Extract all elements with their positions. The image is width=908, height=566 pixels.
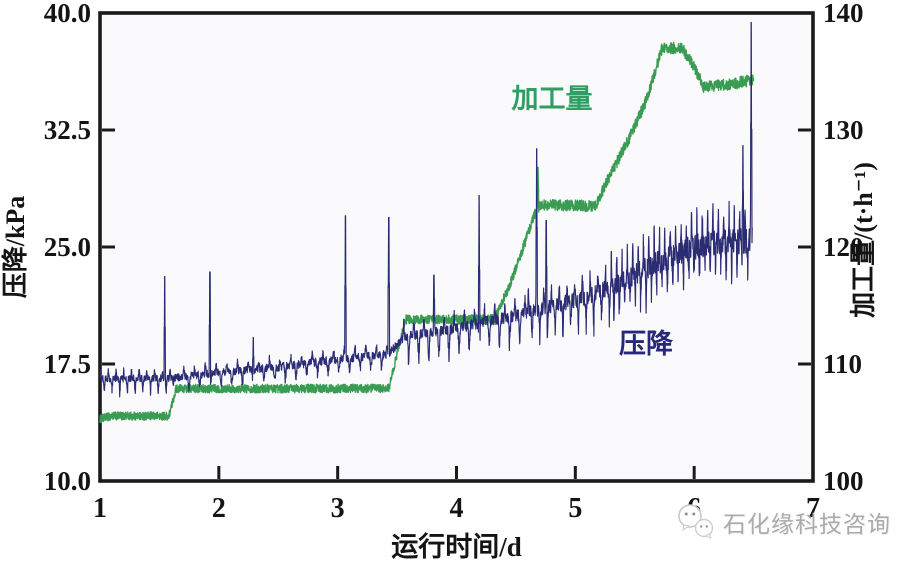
y-right-tick-label: 130 — [823, 115, 864, 145]
x-tick-label: 4 — [450, 493, 464, 524]
y-left-tick-label: 25.0 — [44, 232, 91, 262]
y-right-axis-title: 加工量/(t·h⁻¹) — [849, 162, 878, 318]
series-annotation-pressure-drop: 压降 — [619, 329, 674, 359]
series-line-pressure-drop — [99, 21, 753, 398]
wechat-logo-icon — [678, 504, 714, 539]
y-right-tick-label: 100 — [823, 466, 864, 496]
series-line-processing-rate — [99, 41, 755, 424]
y-right-tick-label: 140 — [823, 0, 864, 28]
axis-tick-labels: 10.0 17.5 25.0 32.5 40.0 100 110 120 130 140 1 2 3 4 5… — [44, 0, 864, 524]
series-annotation-processing-rate: 加工量 — [512, 84, 593, 114]
watermark: 石化缘科技咨询 — [676, 503, 891, 541]
x-axis-title: 运行时间/d — [391, 531, 522, 562]
watermark-text: 石化缘科技咨询 — [723, 512, 891, 537]
x-tick-label: 1 — [93, 493, 107, 524]
x-tick-label: 3 — [331, 493, 345, 524]
y-right-tick-label: 120 — [823, 232, 864, 262]
y-right-tick-label: 110 — [823, 349, 862, 379]
y-left-tick-label: 10.0 — [44, 466, 91, 496]
x-tick-label: 5 — [568, 493, 582, 524]
y-left-tick-label: 32.5 — [44, 115, 91, 145]
y-left-tick-label: 40.0 — [44, 0, 91, 28]
plot-frame — [98, 11, 815, 483]
x-tick-label: 7 — [806, 493, 820, 524]
x-tick-label: 2 — [212, 493, 226, 524]
y-left-axis-title: 压降/kPa — [1, 196, 30, 299]
axis-ticks — [102, 128, 811, 479]
y-left-tick-label: 17.5 — [44, 349, 91, 379]
